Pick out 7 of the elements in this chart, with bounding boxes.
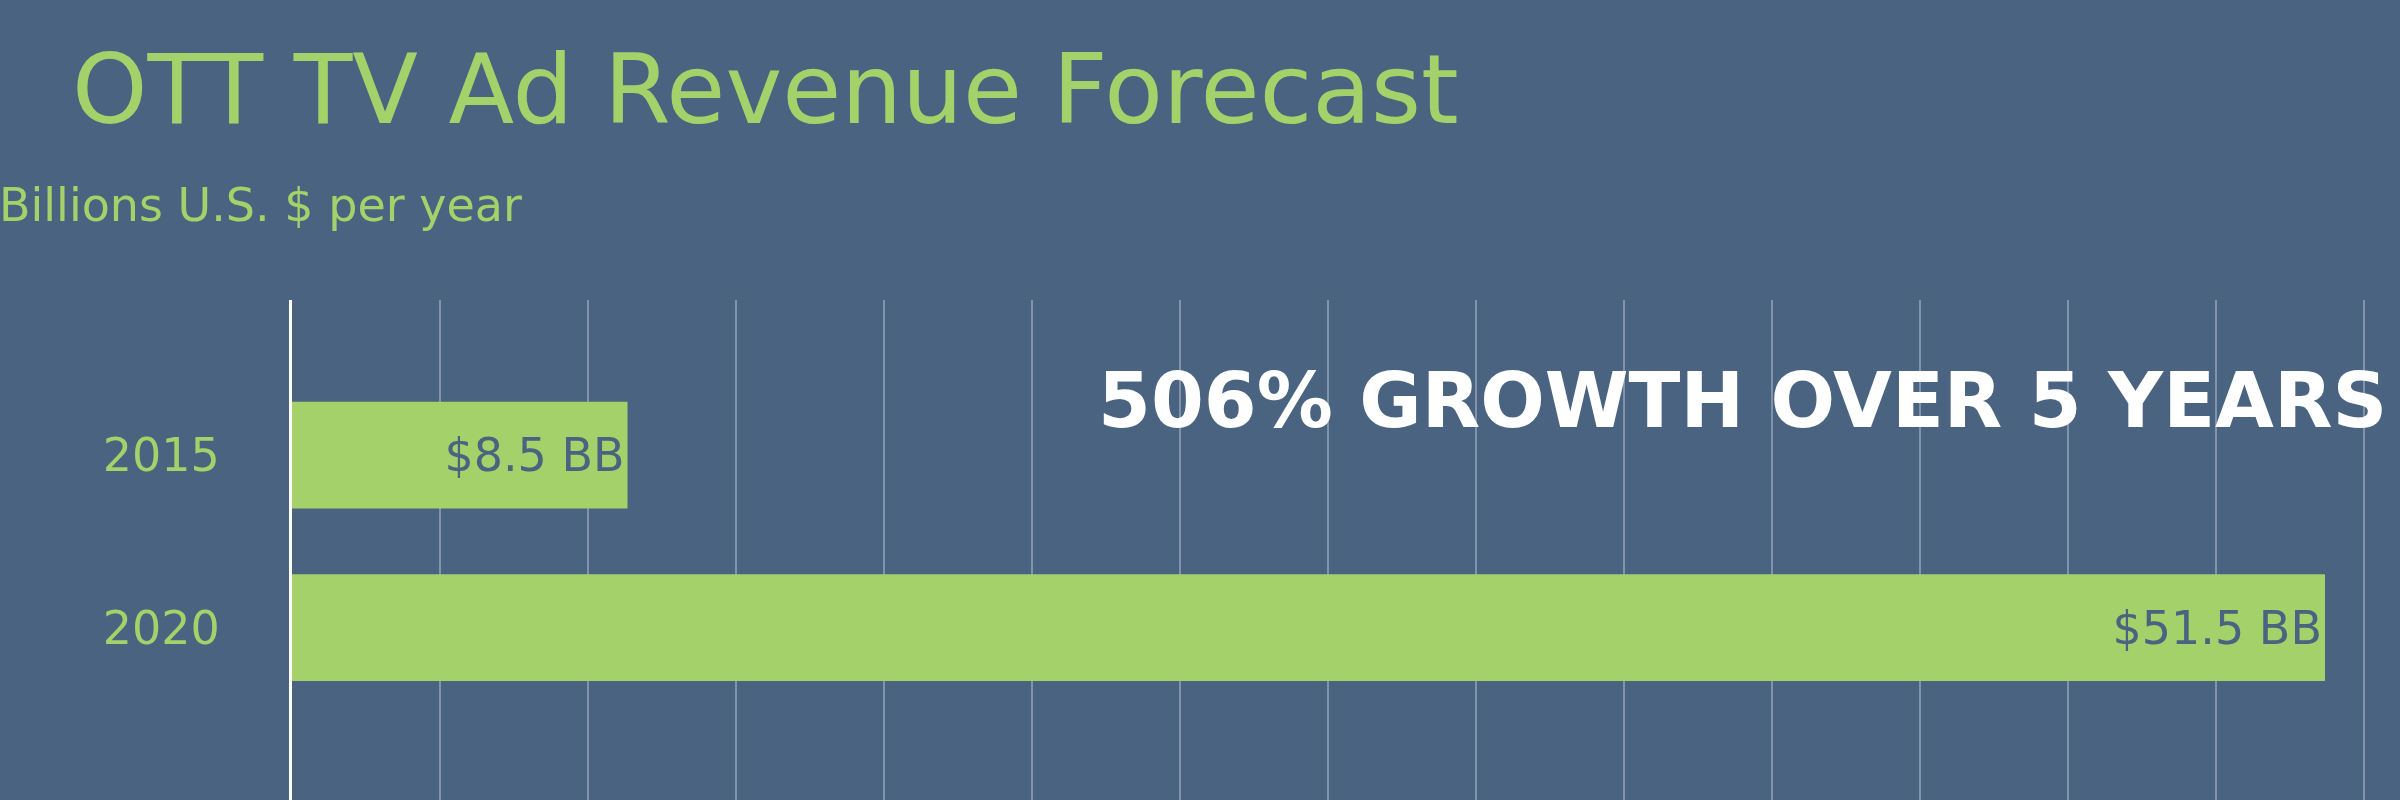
data-label: $51.5 BB	[2112, 600, 2322, 655]
chart-subtitle: Billions U.S. $ per year	[0, 178, 522, 232]
y-tick-label: 2020	[102, 600, 220, 655]
annotation: 506% GROWTH OVER 5 YEARS	[1098, 356, 2388, 445]
y-tick-label: 2015	[102, 428, 220, 483]
data-label: $8.5 BB	[444, 428, 625, 483]
chart-title: OTT TV Ad Revenue Forecast	[72, 34, 1459, 147]
